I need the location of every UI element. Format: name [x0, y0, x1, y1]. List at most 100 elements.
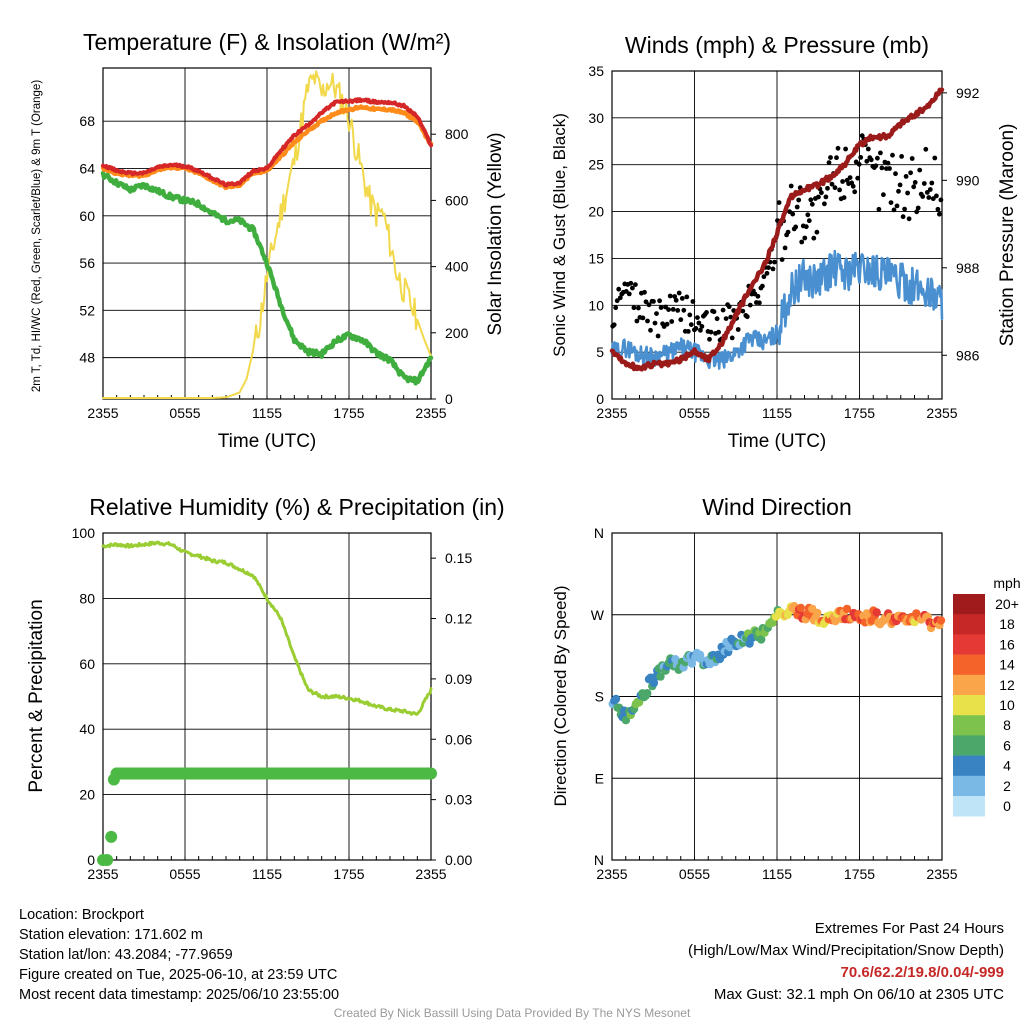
legend-label: 8 — [1003, 717, 1011, 733]
y-axis-label: 2m T, Td, HI/WC (Red, Green, Scarlet/Blu… — [31, 80, 43, 392]
legend-label: 2 — [1003, 778, 1011, 794]
y-tick-label: 5 — [596, 344, 604, 360]
x-tick-label: 1755 — [844, 866, 875, 882]
x-tick-label: 1155 — [252, 405, 282, 421]
gust-point — [887, 166, 892, 171]
credit-line: Created By Nick Bassill Using Data Provi… — [333, 1006, 691, 1020]
gust-point — [690, 299, 696, 304]
right-tick-label: 800 — [445, 126, 469, 142]
gust-point — [915, 205, 921, 211]
max-gust: Max Gust: 32.1 mph On 06/10 at 2305 UTC — [713, 986, 1004, 1003]
gust-point — [679, 296, 685, 301]
chart-title: Temperature (F) & Insolation (W/m²) — [83, 29, 451, 55]
x-tick-label: 1155 — [252, 866, 282, 882]
gust-point — [630, 285, 635, 291]
x-tick-label: 2355 — [596, 866, 627, 882]
gust-point — [666, 307, 671, 312]
gust-point — [646, 302, 652, 308]
gust-point — [897, 182, 903, 188]
gust-point — [640, 315, 646, 321]
gust-point — [695, 315, 700, 320]
right-tick-label: 0.12 — [445, 611, 472, 627]
gust-point — [823, 194, 829, 200]
gust-point — [932, 155, 938, 161]
right-tick-label: 0 — [445, 391, 453, 407]
gust-point — [806, 218, 812, 224]
direction-point — [643, 689, 652, 698]
gust-point — [837, 187, 842, 193]
gust-point — [841, 195, 847, 201]
gust-point — [681, 307, 687, 313]
gust-point — [902, 206, 907, 212]
gust-point — [876, 206, 882, 212]
gust-point — [930, 196, 936, 202]
direction-point — [725, 643, 734, 652]
gust-point — [903, 174, 909, 179]
gust-point — [785, 229, 791, 235]
gust-point — [776, 200, 782, 206]
y-tick-label: 0 — [596, 391, 604, 407]
chart-title: Wind Direction — [702, 494, 852, 520]
station-location: Location: Brockport — [19, 907, 144, 923]
gust-point — [687, 312, 693, 318]
gust-point — [856, 161, 862, 167]
direction-point — [757, 635, 766, 644]
gust-point — [648, 327, 653, 333]
direction-point — [796, 603, 805, 613]
gust-point — [657, 298, 662, 304]
gust-point — [799, 239, 805, 245]
legend-title: mph — [993, 575, 1020, 591]
gust-point — [720, 307, 726, 313]
x-tick-label: 1155 — [762, 866, 792, 882]
direction-point — [831, 617, 840, 626]
direction-point — [813, 608, 822, 618]
gust-point — [906, 216, 912, 222]
y-tick-label: E — [595, 770, 604, 786]
gust-point — [684, 294, 690, 300]
y-tick-label: 64 — [79, 160, 95, 176]
gust-point — [651, 299, 656, 304]
gust-point — [914, 209, 920, 215]
y-axis-label: Direction (Colored By Speed) — [551, 585, 570, 806]
gust-point — [843, 146, 848, 152]
legend-label: 14 — [999, 657, 1015, 673]
gust-point — [888, 200, 894, 206]
gust-point — [819, 190, 824, 196]
gust-point — [670, 307, 676, 312]
right-tick-label: 600 — [445, 192, 469, 208]
gust-point — [770, 266, 776, 272]
gust-point — [735, 327, 741, 332]
gust-point — [642, 289, 647, 295]
gust-point — [676, 290, 682, 296]
station-info: Location: Brockport Station elevation: 1… — [19, 905, 339, 1005]
gust-point — [616, 286, 622, 292]
right-tick-label: 986 — [956, 347, 980, 363]
y-tick-label: 30 — [588, 110, 604, 126]
gust-point — [893, 171, 898, 177]
gust-point — [658, 305, 664, 310]
gust-point — [868, 157, 874, 163]
gust-point — [764, 270, 770, 276]
legend-label: 16 — [999, 636, 1015, 652]
y-tick-label: N — [594, 525, 604, 541]
y-tick-label: 40 — [79, 721, 95, 737]
gust-point — [808, 197, 814, 203]
gust-point — [826, 160, 832, 166]
gust-point — [652, 320, 658, 326]
gust-point — [885, 160, 891, 166]
gust-point — [772, 259, 777, 265]
humidity-precipitation-chart: 2355 0555 1155 1755 23550204060801000.000.03… — [26, 494, 505, 882]
gust-point — [613, 305, 619, 311]
gust-point — [667, 293, 673, 299]
gust-point — [900, 214, 906, 220]
x-tick-label: 0555 — [169, 405, 200, 421]
x-tick-label: 2355 — [926, 405, 957, 421]
gust-point — [865, 146, 871, 152]
legend-swatch — [953, 654, 985, 676]
gust-point — [809, 201, 815, 207]
recent-timestamp: Most recent data timestamp: 2025/06/10 2… — [19, 987, 340, 1003]
gust-point — [611, 322, 617, 328]
direction-point — [687, 659, 697, 668]
gust-point — [614, 298, 620, 304]
direction-point — [656, 672, 665, 681]
